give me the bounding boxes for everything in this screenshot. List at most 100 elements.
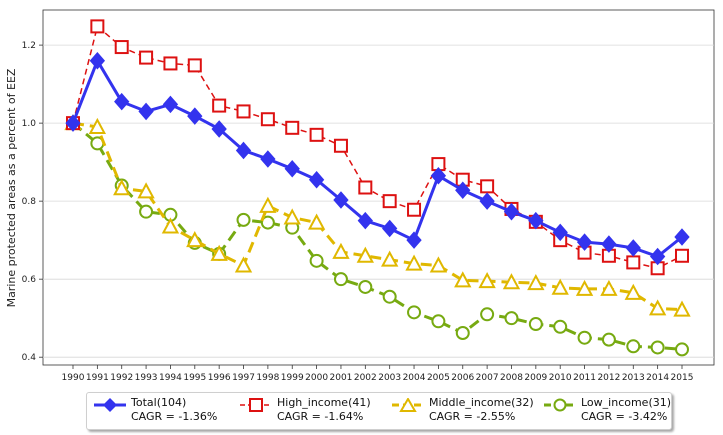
data-point <box>502 273 521 290</box>
data-point <box>626 339 641 354</box>
data-point <box>114 92 130 111</box>
data-point <box>382 219 398 238</box>
data-point <box>307 213 326 230</box>
legend-marker-circle-icon <box>544 398 576 412</box>
data-point <box>284 160 300 178</box>
data-point <box>674 228 690 246</box>
grid-lines <box>43 44 714 358</box>
x-tick-label: 2013 <box>622 373 645 383</box>
data-point <box>187 107 203 125</box>
y-tick-label: 0.6 <box>22 275 37 285</box>
data-point <box>163 56 178 71</box>
data-point <box>625 239 641 257</box>
data-point <box>382 289 397 304</box>
legend-label-total: Total(104) <box>131 396 187 409</box>
data-point <box>358 279 373 294</box>
data-point <box>454 271 472 288</box>
data-point <box>260 150 276 168</box>
data-point <box>626 255 641 270</box>
data-point <box>309 253 324 268</box>
x-tick-label: 1990 <box>62 373 85 383</box>
legend-marker-triangle-icon <box>392 398 424 412</box>
data-point <box>259 196 277 213</box>
data-point <box>65 114 81 132</box>
x-tick-label: 1997 <box>232 373 255 383</box>
legend: Total(104) CAGR = -1.36% High_income(41)… <box>86 392 672 430</box>
data-point <box>503 202 520 221</box>
x-tick-label: 2007 <box>476 373 499 383</box>
data-point <box>283 208 301 225</box>
data-point <box>285 120 300 135</box>
data-point <box>381 250 399 267</box>
x-tick-label: 2009 <box>524 373 547 383</box>
x-tick-label: 1999 <box>281 373 304 383</box>
plot-area <box>42 9 715 366</box>
data-point <box>675 248 689 263</box>
x-tick-label: 1994 <box>159 373 182 383</box>
x-tick-label: 2001 <box>330 373 353 383</box>
data-point <box>88 117 107 135</box>
legend-label-low-income: Low_income(31) <box>581 396 672 409</box>
x-tick-label: 2000 <box>305 373 328 383</box>
data-point <box>430 167 447 185</box>
data-point <box>161 217 180 234</box>
data-point <box>407 202 422 217</box>
data-point <box>552 223 568 242</box>
data-point <box>649 247 666 266</box>
x-tick-label: 2008 <box>500 373 523 383</box>
y-axis-ticks: 0.4 0.6 0.8 1.0 1.2 <box>22 41 43 363</box>
data-point <box>407 305 422 320</box>
data-point <box>429 256 448 273</box>
legend-cagr-total: CAGR = -1.36% <box>131 410 218 423</box>
data-point <box>600 279 618 296</box>
legend-cagr-middle-income: CAGR = -2.55% <box>429 410 516 423</box>
y-tick-label: 0.8 <box>22 197 37 207</box>
data-point <box>455 181 471 199</box>
data-point <box>234 256 253 273</box>
data-point <box>455 326 470 341</box>
legend-cagr-low-income: CAGR = -3.42% <box>581 410 668 423</box>
data-point <box>139 50 154 65</box>
data-point <box>333 272 348 287</box>
data-point <box>212 98 227 113</box>
x-tick-label: 2002 <box>354 373 377 383</box>
data-point <box>478 272 496 289</box>
series-layer <box>64 19 691 357</box>
data-point <box>358 180 373 195</box>
x-tick-label: 2010 <box>549 373 572 383</box>
data-point <box>137 182 155 199</box>
x-tick-label: 2015 <box>671 373 694 383</box>
x-tick-label: 2005 <box>427 373 450 383</box>
x-tick-label: 2011 <box>573 373 596 383</box>
x-tick-label: 1996 <box>208 373 231 383</box>
data-point <box>405 254 423 271</box>
data-point <box>236 212 251 227</box>
data-point <box>650 340 665 355</box>
data-point <box>553 319 568 334</box>
data-point <box>211 120 227 138</box>
data-point <box>90 19 105 34</box>
data-point <box>575 279 594 296</box>
data-point <box>89 51 106 70</box>
data-point <box>236 104 251 119</box>
data-point <box>527 273 545 291</box>
y-axis-label: Marine protected areas as a percent of E… <box>5 68 18 307</box>
x-tick-label: 1993 <box>135 373 158 383</box>
x-tick-label: 1992 <box>110 373 133 383</box>
x-tick-label: 2012 <box>597 373 620 383</box>
data-point <box>162 95 179 114</box>
x-tick-label: 2004 <box>403 373 426 383</box>
y-tick-label: 0.4 <box>22 353 37 363</box>
data-point <box>480 179 495 194</box>
data-point <box>528 317 543 332</box>
data-point <box>138 102 154 121</box>
data-point <box>577 330 592 345</box>
legend-cagr-high-income: CAGR = -1.64% <box>277 410 364 423</box>
legend-label-middle-income: Middle_income(32) <box>429 396 534 409</box>
data-point <box>333 191 349 209</box>
data-point <box>260 112 275 127</box>
x-tick-label: 2014 <box>646 373 669 383</box>
data-point <box>480 307 495 322</box>
data-point <box>648 299 667 316</box>
